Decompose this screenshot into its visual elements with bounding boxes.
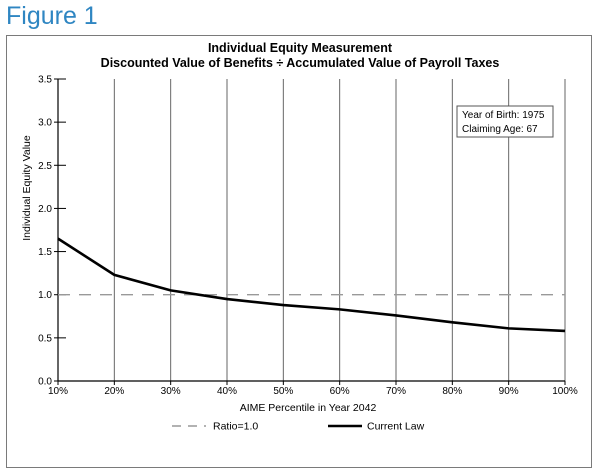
series-line-current-law bbox=[57, 237, 566, 333]
y-tick-label: 0.5 bbox=[38, 333, 52, 344]
legend-label: Current Law bbox=[367, 421, 425, 433]
chart-title: Individual Equity Measurement bbox=[208, 41, 393, 55]
x-axis-label: AIME Percentile in Year 2042 bbox=[240, 402, 377, 414]
y-tick-label: 2.5 bbox=[38, 161, 52, 172]
x-tick-label: 90% bbox=[499, 386, 519, 397]
legend: Ratio=1.0 Current Law bbox=[172, 421, 425, 433]
x-tick-label: 80% bbox=[442, 386, 462, 397]
legend-label: Ratio=1.0 bbox=[213, 421, 258, 433]
y-tick-label: 0.0 bbox=[38, 377, 52, 388]
y-tick-label: 3.0 bbox=[38, 118, 52, 129]
x-tick-label: 10% bbox=[48, 386, 68, 397]
y-tick-label: 2.0 bbox=[38, 204, 52, 215]
grid-lines bbox=[113, 79, 566, 381]
x-tick-label: 20% bbox=[104, 386, 124, 397]
x-tick-label: 30% bbox=[161, 386, 181, 397]
axes bbox=[54, 78, 566, 385]
x-tick-label: 50% bbox=[273, 386, 293, 397]
x-tick-label: 70% bbox=[386, 386, 406, 397]
x-tick-label: 40% bbox=[217, 386, 237, 397]
chart-subtitle: Discounted Value of Benefits ÷ Accumulat… bbox=[101, 56, 500, 70]
annotation-line-2: Claiming Age: 67 bbox=[462, 124, 538, 135]
annotation-frame bbox=[456, 105, 554, 138]
y-tick-label: 1.5 bbox=[38, 247, 52, 258]
series-lines bbox=[57, 237, 566, 333]
x-tick-label: 100% bbox=[552, 386, 578, 397]
annotation-line-1: Year of Birth: 1975 bbox=[462, 110, 545, 121]
annotation-box: Year of Birth: 1975 Claiming Age: 67 bbox=[456, 105, 554, 138]
tick-labels: 0.0 0.5 1.0 1.5 2.0 2.5 3.0 3.5 10% 20% 30% 40% 50% 6… bbox=[38, 75, 578, 398]
y-tick-label: 3.5 bbox=[38, 75, 52, 86]
x-tick-label: 60% bbox=[330, 386, 350, 397]
y-tick-label: 1.0 bbox=[38, 290, 52, 301]
figure-label: Figure 1 bbox=[6, 2, 98, 30]
y-axis-label: Individual Equity Value bbox=[21, 135, 33, 241]
